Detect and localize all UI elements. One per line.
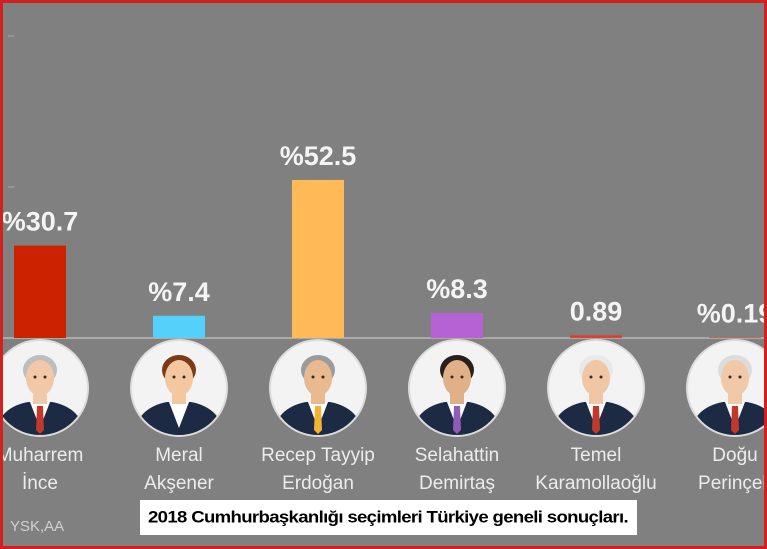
value-label: %30.7 bbox=[2, 207, 79, 237]
x-tick-label: Doğu bbox=[712, 445, 757, 466]
x-tick-label: Demirtaş bbox=[419, 473, 495, 494]
source: YSK,AA bbox=[10, 518, 64, 535]
head bbox=[165, 360, 193, 396]
value-label: %52.5 bbox=[280, 141, 357, 171]
x-tick-label: Karamollaoğlu bbox=[535, 473, 656, 494]
background bbox=[3, 3, 764, 546]
caption: 2018 Cumhurbaşkanlığı seçimleri Türkiye … bbox=[148, 507, 628, 526]
tie bbox=[592, 406, 600, 434]
x-tick-label: Akşener bbox=[144, 473, 214, 494]
head bbox=[304, 360, 332, 396]
x-tick-label: Recep Tayyip bbox=[261, 445, 375, 466]
head bbox=[26, 360, 54, 396]
eye bbox=[34, 376, 37, 379]
chart: %30.7 Muharrem İnce %7.4 Meral Akşener %52.5 Re… bbox=[0, 0, 767, 549]
x-tick-label: Selahattin bbox=[415, 445, 500, 466]
tie bbox=[453, 406, 461, 434]
eye bbox=[739, 376, 742, 379]
eye bbox=[44, 376, 47, 379]
page: %30.7 Muharrem İnce %7.4 Meral Akşener %52.5 Re… bbox=[0, 0, 767, 549]
eye bbox=[183, 376, 186, 379]
bar bbox=[153, 316, 205, 338]
eye bbox=[461, 376, 464, 379]
value-label: %8.3 bbox=[426, 274, 488, 304]
x-tick-label: Temel bbox=[571, 445, 622, 466]
tie bbox=[314, 406, 322, 434]
value-label: 0.89 bbox=[570, 296, 623, 326]
head bbox=[721, 360, 749, 396]
value-label: %7.4 bbox=[148, 277, 210, 307]
eye bbox=[600, 376, 603, 379]
bar bbox=[292, 180, 344, 338]
eye bbox=[312, 376, 315, 379]
bar bbox=[570, 335, 622, 338]
bar bbox=[709, 337, 761, 338]
tie bbox=[36, 406, 44, 434]
eye bbox=[322, 376, 325, 379]
head bbox=[443, 360, 471, 396]
eye bbox=[729, 376, 732, 379]
tie bbox=[731, 406, 739, 434]
x-tick-label: Erdoğan bbox=[282, 473, 354, 494]
x-tick-label: Perinçek bbox=[698, 473, 767, 494]
value-label: %0.19 bbox=[697, 299, 767, 329]
eye bbox=[173, 376, 176, 379]
eye bbox=[590, 376, 593, 379]
bar bbox=[14, 246, 66, 338]
x-tick-label: İnce bbox=[22, 473, 58, 494]
x-tick-label: Muharrem bbox=[0, 445, 83, 466]
bar bbox=[431, 313, 483, 338]
head bbox=[582, 360, 610, 396]
x-tick-label: Meral bbox=[155, 445, 203, 466]
eye bbox=[451, 376, 454, 379]
